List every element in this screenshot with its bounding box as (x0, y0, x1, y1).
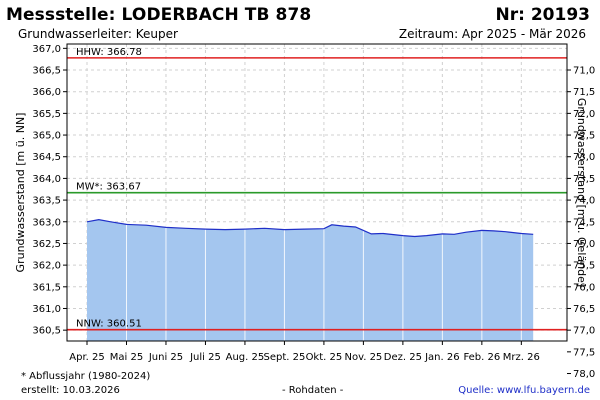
water-level-line (86, 218, 534, 238)
y-right-tick-label: 77,0 (573, 326, 595, 337)
x-tick-label: Mrz. 26 (503, 352, 540, 363)
station-number: Nr: 20193 (495, 5, 590, 25)
raw-data-note: - Rohdaten - (282, 385, 344, 396)
y-right-tick-label: 74,5 (573, 217, 595, 228)
y-tick-label: 363,5 (32, 196, 61, 207)
y-tick-label: 366,5 (32, 66, 61, 77)
created-date: erstellt: 10.03.2026 (21, 385, 120, 396)
y-right-tick-label: 71,5 (573, 87, 595, 98)
x-tick-label: Aug. 25 (226, 352, 265, 363)
period-label: Zeitraum: Apr 2025 - Mär 2026 (398, 27, 586, 41)
y-tick-label: 362,5 (32, 239, 61, 250)
x-tick-label: Juli 25 (189, 352, 221, 363)
x-tick-label: Mai 25 (110, 352, 143, 363)
y-tick-label: 361,5 (32, 282, 61, 293)
x-tick-label: Juni 25 (148, 352, 183, 363)
y-right-tick-label: 72,0 (573, 109, 595, 120)
y-tick-label: 364,0 (32, 174, 61, 185)
y-right-tick-label: 76,5 (573, 304, 595, 315)
y-right-tick-label: 71,0 (573, 66, 595, 77)
x-tick-label: Sept. 25 (263, 352, 305, 363)
aquifer-subtitle: Grundwasserleiter: Keuper (18, 27, 178, 41)
x-tick-label: Jan. 26 (424, 352, 460, 363)
y-right-tick-label: 76,0 (573, 282, 595, 293)
reference-line-label: MW*: 363.67 (76, 182, 141, 193)
x-tick-label: Okt. 25 (306, 352, 343, 363)
y-right-tick-label: 77,5 (573, 347, 595, 358)
y-right-tick-label: 73,0 (573, 152, 595, 163)
station-title: Messstelle: LODERBACH TB 878 (6, 5, 312, 25)
water-level-area (87, 219, 534, 341)
plot-frame (66, 43, 568, 342)
y-tick-label: 362,0 (32, 261, 61, 272)
y-tick-label: 365,5 (32, 109, 61, 120)
x-tick-label: Apr. 25 (69, 352, 104, 363)
source-link[interactable]: Quelle: www.lfu.bayern.de (458, 385, 590, 396)
y-tick-label: 364,5 (32, 152, 61, 163)
y-tick-label: 366,0 (32, 87, 61, 98)
y-tick-label: 363,0 (32, 217, 61, 228)
x-tick-label: Dez. 25 (384, 352, 422, 363)
y-right-tick-label: 73,5 (573, 174, 595, 185)
y-tick-label: 361,0 (32, 304, 61, 315)
y-right-tick-label: 72,5 (573, 131, 595, 142)
y-axis-label: Grundwasserstand [m ü. NN] (14, 113, 27, 273)
y-right-tick-label: 74,0 (573, 196, 595, 207)
y-tick-label: 367,0 (32, 44, 61, 55)
y-right-tick-label: 78,0 (573, 369, 595, 380)
reference-line-label: NNW: 360.51 (76, 319, 142, 330)
x-tick-label: Feb. 26 (463, 352, 500, 363)
y-tick-label: 360,5 (32, 326, 61, 337)
y-tick-label: 365,0 (32, 131, 61, 142)
footnote: * Abflussjahr (1980-2024) (21, 371, 151, 382)
y-right-tick-label: 75,0 (573, 239, 595, 250)
y-axis-label-right: Grundwasserstand [m u. Gelände] (575, 98, 588, 287)
reference-line-label: HHW: 366.78 (76, 47, 142, 58)
x-tick-label: Nov. 25 (344, 352, 382, 363)
y-right-tick-label: 75,5 (573, 261, 595, 272)
